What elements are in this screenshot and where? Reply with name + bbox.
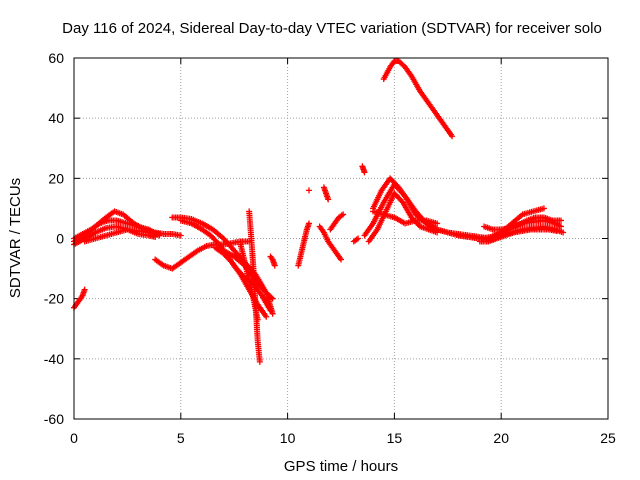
data-point [263, 313, 270, 320]
data-point [269, 310, 276, 317]
data-point [355, 235, 362, 242]
y-tick-label: 60 [48, 50, 64, 66]
data-point [558, 217, 565, 224]
data-point-interp [268, 294, 275, 301]
data-point [256, 358, 263, 365]
y-tick-label: -40 [44, 351, 64, 367]
data-point [361, 169, 368, 176]
y-tick-label: 20 [48, 170, 64, 186]
axis-ticks: 0 5 10 15 20 25 -60 -40 -20 0 20 40 60 [44, 50, 616, 446]
plot-frame [73, 57, 609, 420]
data-point [271, 262, 278, 269]
data-point [305, 187, 312, 194]
data-point [254, 316, 261, 323]
chart-title: Day 116 of 2024, Sidereal Day-to-day VTE… [62, 20, 602, 37]
data-points [71, 58, 567, 365]
y-tick-label: 40 [48, 110, 64, 126]
data-point [305, 220, 312, 227]
data-point [553, 227, 560, 234]
data-point [267, 307, 274, 314]
x-tick-label: 5 [177, 430, 185, 446]
data-point [325, 196, 332, 203]
data-point [449, 133, 456, 140]
data-point [558, 223, 565, 230]
x-tick-label: 20 [493, 430, 509, 446]
data-point [540, 205, 547, 212]
data-point [338, 256, 344, 263]
grid [74, 58, 608, 419]
data-point [269, 295, 276, 302]
y-axis-label: SDTVAR / TECUs [7, 178, 24, 298]
x-tick-label: 15 [387, 430, 403, 446]
x-tick-label: 25 [600, 430, 616, 446]
y-tick-label: 0 [56, 231, 64, 247]
data-point [340, 211, 347, 218]
data-point [434, 220, 441, 227]
y-tick-label: -60 [44, 411, 64, 427]
data-point [177, 232, 184, 239]
data-point [156, 230, 163, 237]
x-tick-label: 10 [280, 430, 296, 446]
y-tick-label: -20 [44, 291, 64, 307]
data-point [81, 286, 88, 293]
data-point [560, 229, 567, 236]
x-tick-label: 0 [70, 430, 78, 446]
x-axis-label: GPS time / hours [284, 458, 398, 475]
